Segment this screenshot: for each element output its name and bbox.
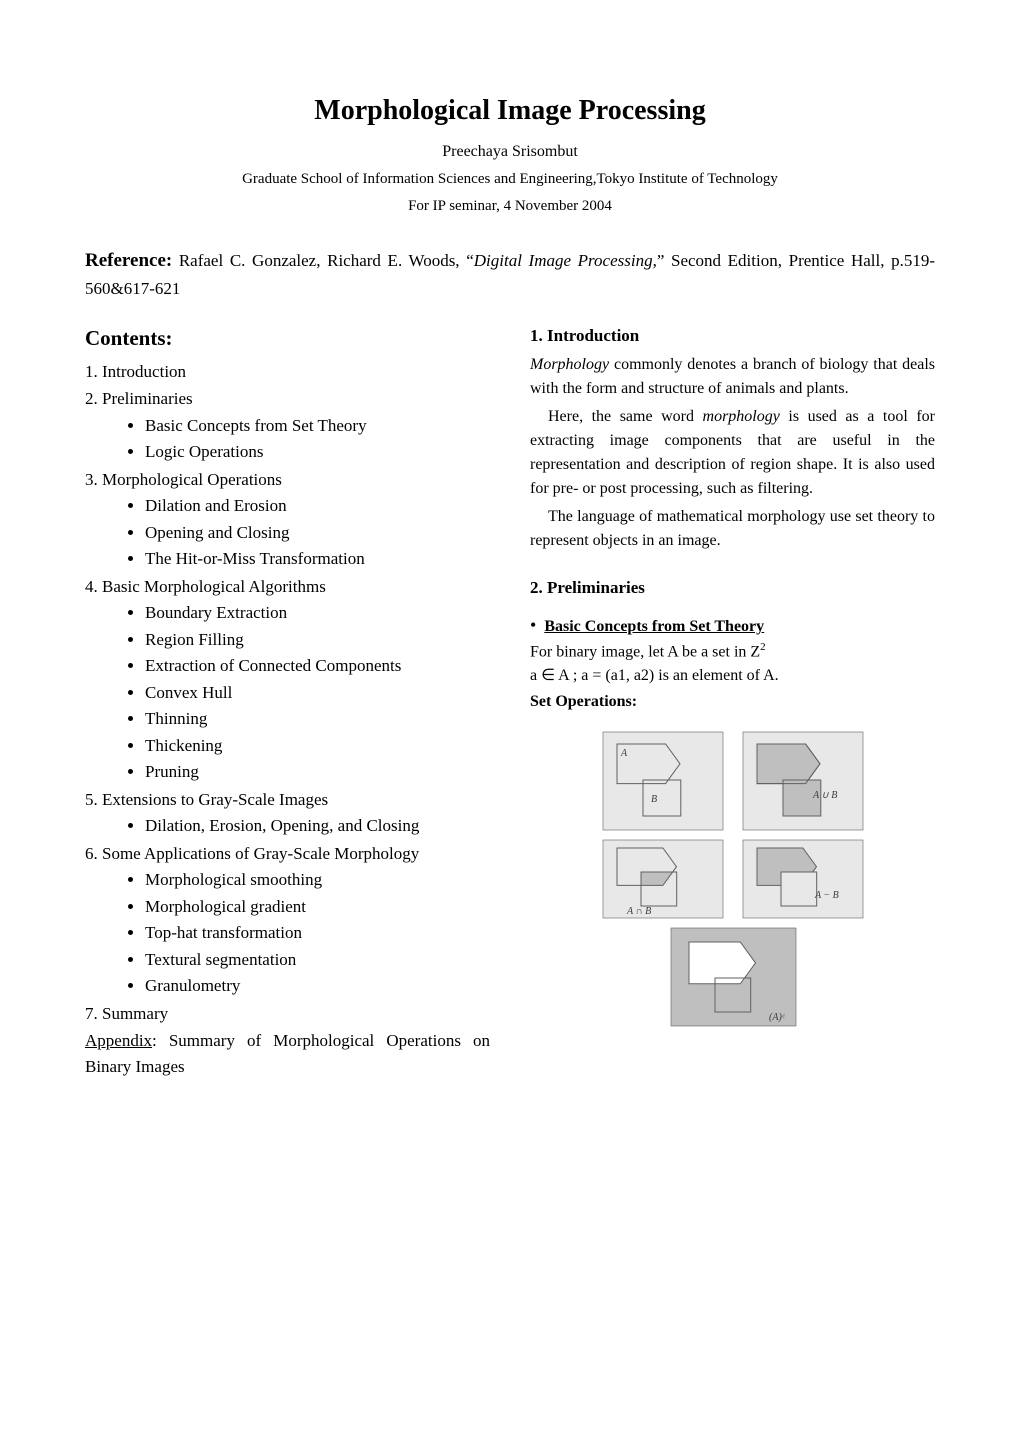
toc-subitem: Thinning [145, 706, 490, 732]
toc-item: 2. Preliminaries [85, 386, 490, 412]
seminar-line: For IP seminar, 4 November 2004 [85, 195, 935, 218]
toc-subitem: Top-hat transformation [145, 920, 490, 946]
toc-subitem: Textural segmentation [145, 947, 490, 973]
toc-subitem: Morphological smoothing [145, 867, 490, 893]
toc-subitem: Basic Concepts from Set Theory [145, 413, 490, 439]
toc-subitem: Opening and Closing [145, 520, 490, 546]
left-column: Contents: 1. Introduction2. Preliminarie… [85, 323, 490, 1079]
toc-subitem: The Hit-or-Miss Transformation [145, 546, 490, 572]
intro-p3: The language of mathematical morphology … [530, 505, 935, 553]
math-1a: For binary image, let A be a set in Z [530, 643, 760, 660]
page-title: Morphological Image Processing [85, 90, 935, 132]
toc-subitem: Extraction of Connected Components [145, 653, 490, 679]
prelim-subheading-row: • Basic Concepts from Set Theory [530, 612, 935, 639]
intro-p2b: morphology [703, 408, 780, 425]
toc-subitem: Thickening [145, 733, 490, 759]
two-column-layout: Contents: 1. Introduction2. Preliminarie… [85, 323, 935, 1079]
set-ops-svg: A B A ∪ B A ∩ B A − B (A)ᶜ [593, 724, 873, 1034]
appendix-label: Appendix [85, 1031, 152, 1050]
affiliation-line: Graduate School of Information Sciences … [85, 168, 935, 191]
toc-item: 1. Introduction [85, 359, 490, 385]
table-of-contents: 1. Introduction2. PreliminariesBasic Con… [85, 359, 490, 1027]
bullet-icon: • [530, 612, 544, 639]
math-line-1: For binary image, let A be a set in Z2 [530, 639, 935, 664]
svg-text:(A)ᶜ: (A)ᶜ [769, 1012, 786, 1023]
intro-heading: 1. Introduction [530, 323, 935, 349]
intro-p2a: Here, the same word [548, 408, 703, 425]
intro-p1: Morphology commonly denotes a branch of … [530, 353, 935, 401]
reference-block: Reference: Rafael C. Gonzalez, Richard E… [85, 247, 935, 301]
toc-item: 6. Some Applications of Gray-Scale Morph… [85, 841, 490, 867]
toc-subitem: Granulometry [145, 973, 490, 999]
toc-subitem: Pruning [145, 759, 490, 785]
right-column: 1. Introduction Morphology commonly deno… [530, 323, 935, 1079]
math-1sup: 2 [760, 641, 766, 653]
toc-subitem: Logic Operations [145, 439, 490, 465]
svg-text:A ∩ B: A ∩ B [626, 906, 651, 917]
svg-text:A ∪ B: A ∪ B [812, 790, 837, 801]
reference-booktitle: Digital Image Processing [474, 251, 653, 270]
toc-subitem: Dilation, Erosion, Opening, and Closing [145, 813, 490, 839]
svg-text:A: A [620, 748, 628, 759]
toc-sublist: Dilation and ErosionOpening and ClosingT… [85, 493, 490, 572]
spacer [530, 604, 935, 612]
toc-item: 7. Summary [85, 1001, 490, 1027]
intro-p2: Here, the same word morphology is used a… [530, 405, 935, 501]
toc-sublist: Boundary ExtractionRegion FillingExtract… [85, 600, 490, 785]
toc-item: 3. Morphological Operations [85, 467, 490, 493]
toc-sublist: Dilation, Erosion, Opening, and Closing [85, 813, 490, 839]
toc-item: 4. Basic Morphological Algorithms [85, 574, 490, 600]
svg-text:B: B [651, 794, 657, 805]
set-ops-diagram: A B A ∪ B A ∩ B A − B (A)ᶜ [530, 724, 935, 1034]
svg-text:A − B: A − B [814, 890, 839, 901]
spacer [530, 557, 935, 575]
toc-sublist: Morphological smoothingMorphological gra… [85, 867, 490, 999]
toc-subitem: Boundary Extraction [145, 600, 490, 626]
toc-item: 5. Extensions to Gray-Scale Images [85, 787, 490, 813]
toc-subitem: Dilation and Erosion [145, 493, 490, 519]
contents-heading: Contents: [85, 323, 490, 355]
prelim-heading: 2. Preliminaries [530, 575, 935, 601]
reference-authors: Rafael C. Gonzalez, Richard E. Woods, “ [179, 251, 474, 270]
intro-p1-italic: Morphology [530, 356, 609, 373]
toc-sublist: Basic Concepts from Set TheoryLogic Oper… [85, 413, 490, 465]
toc-subitem: Morphological gradient [145, 894, 490, 920]
reference-label: Reference: [85, 250, 172, 271]
math-line-2: a ∈ A ; a = (a1, a2) is an element of A. [530, 664, 935, 688]
appendix-line: Appendix: Summary of Morphological Opera… [85, 1028, 490, 1079]
toc-subitem: Region Filling [145, 627, 490, 653]
prelim-subheading: Basic Concepts from Set Theory [544, 615, 764, 639]
toc-subitem: Convex Hull [145, 680, 490, 706]
author-line: Preechaya Srisombut [85, 140, 935, 164]
set-ops-heading: Set Operations: [530, 690, 935, 714]
